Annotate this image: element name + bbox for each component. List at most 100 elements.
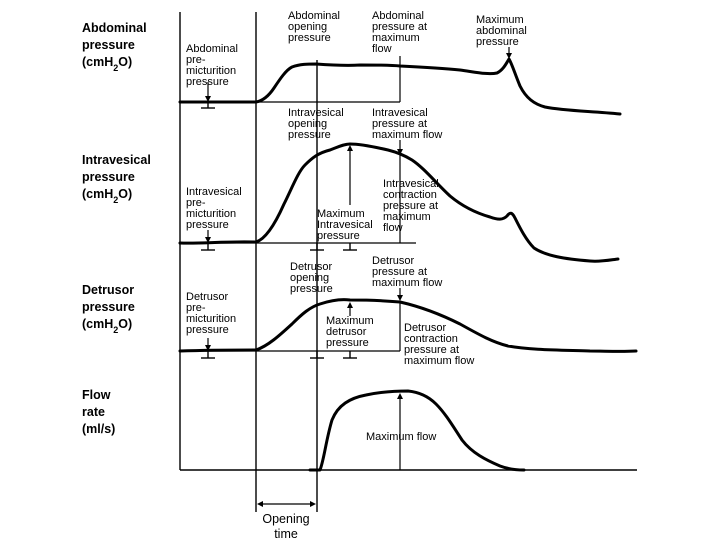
svg-text:Abdominal: Abdominal [288,10,340,22]
svg-text:pre-: pre- [186,197,206,209]
svg-text:maximum flow: maximum flow [404,355,474,367]
svg-text:Abdominal: Abdominal [186,43,238,55]
ives-max-tick [343,243,357,251]
svg-text:maximum flow: maximum flow [372,129,442,141]
opening-time-bracket [257,501,316,507]
svg-text:Maximum: Maximum [326,315,374,327]
svg-text:opening: opening [288,118,327,130]
label-det-premicturition: Detrusor pre- micturition pressure [186,291,236,336]
svg-text:pressure: pressure [288,129,331,141]
label-ives-opening: Intravesical opening pressure [288,107,344,141]
label-ives-maximum: Maximum Intravesical pressure [317,208,373,242]
ives-at-max-flow-arrow [397,140,403,243]
flow-rate-trace [308,389,526,472]
svg-text:pressure at: pressure at [383,200,438,212]
ives-max-arrow [347,145,353,205]
svg-text:Maximum: Maximum [317,208,365,220]
panel-title-intravesical: Intravesical pressure (cmH2O) [82,153,151,205]
svg-text:flow: flow [383,222,403,234]
label-max-flow: Maximum flow [366,431,436,443]
svg-text:pressure: pressure [288,32,331,44]
label-ives-premicturition: Intravesical pre- micturition pressure [186,186,242,231]
svg-text:pressure at: pressure at [372,118,427,130]
svg-text:Intravesical: Intravesical [82,153,151,167]
svg-text:(cmH2O): (cmH2O) [82,187,132,205]
label-abd-maximum: Maximum abdominal pressure [476,14,527,48]
svg-text:pressure: pressure [186,219,229,231]
svg-text:Intravesical: Intravesical [186,186,242,198]
svg-text:pressure: pressure [317,230,360,242]
svg-text:rate: rate [82,405,105,419]
svg-text:(cmH2O): (cmH2O) [82,55,132,73]
label-abd-premicturition: Abdominal pre- micturition pressure [186,43,238,88]
svg-text:micturition: micturition [186,313,236,325]
det-max-arrow [347,302,353,316]
svg-text:opening: opening [290,272,329,284]
svg-text:Intravesical: Intravesical [372,107,428,119]
label-det-contraction: Detrusor contraction pressure at maximum… [404,322,474,367]
svg-text:opening: opening [288,21,327,33]
det-max-tick [343,351,357,359]
svg-text:pre-: pre- [186,54,206,66]
svg-text:pressure at: pressure at [372,21,427,33]
panel-title-abdominal: Abdominal pressure (cmH2O) [82,21,147,73]
svg-text:pressure at: pressure at [404,344,459,356]
max-flow-arrow [397,393,403,470]
svg-text:Maximum: Maximum [476,14,524,26]
label-ives-at-max-flow: Intravesical pressure at maximum flow [372,107,442,141]
svg-text:pressure: pressure [290,283,333,295]
detrusor-pressure-trace [178,298,638,353]
det-premicturition-marker [201,338,215,359]
svg-text:time: time [274,527,298,540]
svg-text:Abdominal: Abdominal [372,10,424,22]
svg-text:Detrusor: Detrusor [404,322,447,334]
label-ives-contraction: Intravesical contraction pressure at max… [383,178,439,234]
svg-text:Detrusor: Detrusor [186,291,229,303]
svg-text:micturition: micturition [186,208,236,220]
svg-text:micturition: micturition [186,65,236,77]
svg-text:Detrusor: Detrusor [82,283,134,297]
svg-text:flow: flow [372,43,392,55]
det-opening-marker [310,351,324,359]
svg-text:maximum: maximum [383,211,431,223]
ives-opening-marker [310,243,324,251]
svg-text:pressure: pressure [326,337,369,349]
panel-title-detrusor: Detrusor pressure (cmH2O) [82,283,135,335]
svg-text:Detrusor: Detrusor [372,255,415,267]
svg-text:pressure: pressure [186,324,229,336]
ives-premicturition-marker [201,230,215,251]
svg-text:Intravesical: Intravesical [288,107,344,119]
svg-text:Abdominal: Abdominal [82,21,147,35]
label-abd-opening: Abdominal opening pressure [288,10,340,44]
abd-max-arrow [506,47,512,59]
svg-text:contraction: contraction [383,189,437,201]
svg-text:abdominal: abdominal [476,25,527,37]
svg-text:pre-: pre- [186,302,206,314]
abdominal-pressure-trace [178,57,622,116]
svg-text:Intravesical: Intravesical [317,219,373,231]
svg-text:Opening: Opening [262,512,309,526]
label-det-opening: Detrusor opening pressure [290,261,333,295]
svg-text:Detrusor: Detrusor [290,261,333,273]
svg-text:pressure: pressure [82,170,135,184]
svg-text:(ml/s): (ml/s) [82,422,115,436]
svg-text:Intravesical: Intravesical [383,178,439,190]
svg-text:contraction: contraction [404,333,458,345]
svg-text:detrusor: detrusor [326,326,367,338]
abd-premicturition-marker [201,82,215,109]
svg-text:pressure: pressure [82,300,135,314]
svg-text:maximum flow: maximum flow [372,277,442,289]
label-abd-at-max-flow: Abdominal pressure at maximum flow [372,10,427,55]
svg-text:(cmH2O): (cmH2O) [82,317,132,335]
svg-text:pressure: pressure [186,76,229,88]
svg-text:pressure at: pressure at [372,266,427,278]
svg-text:Flow: Flow [82,388,111,402]
label-det-maximum: Maximum detrusor pressure [326,315,374,349]
svg-text:pressure: pressure [476,36,519,48]
panel-title-flow: Flow rate (ml/s) [82,388,115,436]
det-at-max-flow-arrow [397,288,403,351]
intravesical-pressure-trace [178,142,620,263]
label-opening-time: Opening time [262,512,309,540]
